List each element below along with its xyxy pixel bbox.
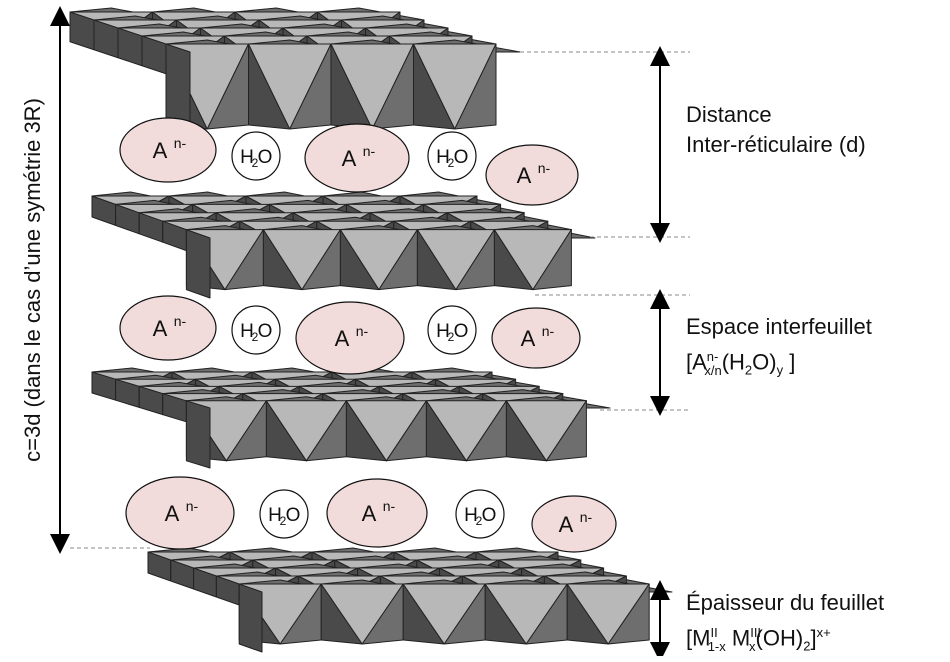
anion-ellipse <box>119 117 217 183</box>
water-h: H <box>436 321 450 342</box>
water-o: O <box>454 321 469 342</box>
water-molecule: H2 O <box>259 489 309 539</box>
anion-label: A <box>153 138 168 163</box>
distance-label: Distance Inter-réticulaire (d) <box>686 100 866 160</box>
espace-label-line1: Espace interfeuillet <box>686 314 872 339</box>
octahedron-face-side <box>454 43 497 130</box>
water-molecule: H2 O <box>455 489 505 539</box>
water-h: H <box>240 321 254 342</box>
epaisseur-formula: [MII1-x MIIIx(OH)2]x+ <box>686 625 831 654</box>
brucite-layer-3 <box>91 367 611 469</box>
water-ellipse <box>259 489 309 539</box>
anion-ellipse <box>485 144 579 206</box>
water-o: O <box>286 505 301 526</box>
water-subscript: 2 <box>252 330 259 344</box>
octahedron-face-side <box>545 400 587 462</box>
anion-label: A <box>362 501 377 526</box>
brucite-layer-4 <box>147 547 673 653</box>
water-h: H <box>268 505 282 526</box>
anion-label: A <box>153 316 168 341</box>
anion-ellipse <box>531 495 617 553</box>
anion-charge: n- <box>538 160 551 176</box>
water-o: O <box>258 321 273 342</box>
water-ellipse <box>231 131 281 181</box>
anion-ellipse <box>295 301 405 375</box>
water-molecule: H2 O <box>427 305 477 355</box>
anion-label: A <box>517 163 532 188</box>
brucite-layer-2 <box>91 191 596 299</box>
layer-edge <box>185 400 211 469</box>
epaisseur-label-line1: Épaisseur du feuillet <box>686 590 885 615</box>
anion-label: A <box>335 326 350 351</box>
water-molecule: H2 O <box>231 305 281 355</box>
anion-ellipse <box>125 476 235 550</box>
water-subscript: 2 <box>280 514 287 528</box>
water-subscript: 2 <box>252 156 259 170</box>
anion-charge: n- <box>383 498 396 514</box>
anion-ellipse <box>119 295 217 361</box>
anion-charge: n- <box>186 498 199 514</box>
water-o: O <box>454 147 469 168</box>
anion-label: A <box>342 146 357 171</box>
water-ellipse <box>427 305 477 355</box>
anion-charge: n- <box>174 313 187 329</box>
anion-charge: n- <box>363 143 376 159</box>
anion-label: A <box>165 501 180 526</box>
water-ellipse <box>231 305 281 355</box>
epaisseur-feuillet-label: Épaisseur du feuillet [MII1-x MIIIx(OH)2… <box>686 588 884 662</box>
anion-charge: n- <box>542 323 555 339</box>
anion-ellipse <box>326 478 428 548</box>
anion-charge: n- <box>174 135 187 151</box>
anion-label: A <box>559 512 574 537</box>
espace-interfeuillet-label: Espace interfeuillet [An-x/n(H2O)y ] <box>686 312 872 386</box>
c-axis-label: c=3d (dans le cas d’une symétrie 3R) <box>20 98 45 462</box>
water-o: O <box>258 147 273 168</box>
anion-charge: n- <box>580 509 593 525</box>
water-molecule: H2 O <box>427 131 477 181</box>
anion-ellipse <box>491 307 581 369</box>
water-ellipse <box>427 131 477 181</box>
espace-formula: [An-x/n(H2O)y ] <box>686 349 796 378</box>
distance-label-line1: Distance <box>686 102 772 127</box>
layer-edge <box>238 583 263 653</box>
octahedron-face-side <box>532 229 572 291</box>
water-subscript: 2 <box>476 514 483 528</box>
water-ellipse <box>455 489 505 539</box>
water-h: H <box>464 505 478 526</box>
anion-ellipse <box>304 123 410 193</box>
water-subscript: 2 <box>448 156 455 170</box>
layer-edge <box>185 229 211 299</box>
brucite-layer-1 <box>69 7 521 138</box>
water-h: H <box>240 147 254 168</box>
distance-label-line2: Inter-réticulaire (d) <box>686 132 866 157</box>
water-h: H <box>436 147 450 168</box>
water-subscript: 2 <box>448 330 455 344</box>
water-o: O <box>482 505 497 526</box>
octahedron-face-side <box>607 583 650 645</box>
water-molecule: H2 O <box>231 131 281 181</box>
anion-charge: n- <box>356 323 369 339</box>
anion-label: A <box>521 326 536 351</box>
